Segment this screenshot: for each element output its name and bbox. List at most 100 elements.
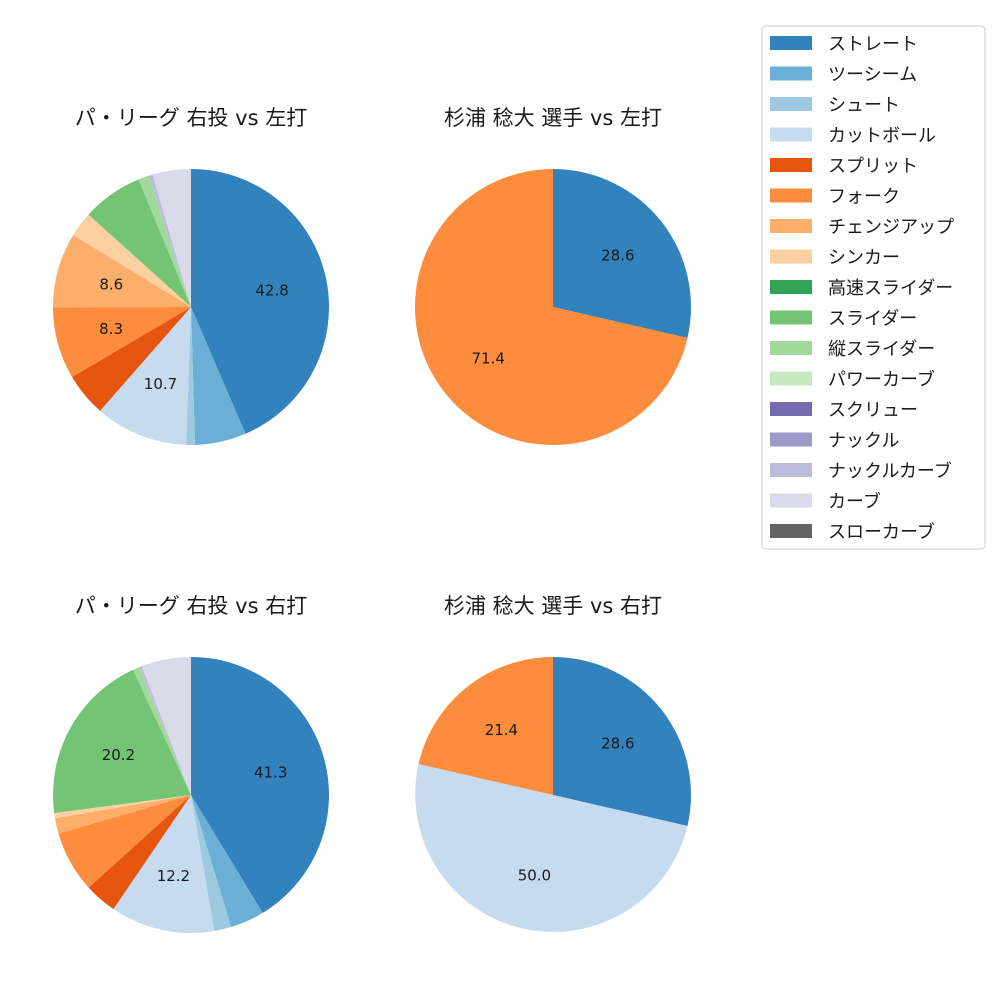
legend-entry: スローカーブ [770,521,935,543]
legend-swatch [770,310,812,325]
pie-title: 杉浦 稔大 選手 vs 左打 [444,106,662,130]
legend-label: ナックルカーブ [828,460,952,482]
pie-slice [113,795,215,934]
pie-slice [415,764,688,932]
slice-label: 10.7 [144,375,177,393]
slice-label: 20.2 [102,746,135,764]
legend-entry: シンカー [770,248,900,269]
slice-label: 50.0 [518,867,551,885]
legend-label: 縦スライダー [828,339,935,360]
legend-swatch [770,341,812,355]
slice-label: 8.6 [99,276,123,294]
legend-swatch [770,66,812,81]
legend: ストレートツーシームシュートカットボールスプリットフォークチェンジアップシンカー… [761,25,986,550]
legend-label: ナックル [828,431,899,452]
pie-slice [72,307,191,411]
pie-slice [138,175,191,307]
pie-title: パ・リーグ 右投 vs 右打 [75,594,307,618]
pie-slice [191,795,263,928]
legend-swatch [770,463,812,477]
slice-label: 41.3 [254,764,287,782]
slice-label: 28.6 [601,246,634,264]
pie-chart-2: 杉浦 稔大 選手 vs 左打 28.6 71.4 [414,106,691,445]
slice-label: 42.8 [255,281,288,299]
pie-slice [58,795,192,888]
legend-label: カーブ [828,491,881,513]
legend-swatch [770,97,812,111]
legend-label: ツーシーム [828,65,917,86]
slice-label: 8.3 [99,320,123,338]
pie-title: パ・リーグ 右投 vs 左打 [75,106,307,130]
legend-entry: パワーカーブ [770,369,935,391]
pie-slice [54,795,192,819]
pie-slice [152,169,191,307]
legend-label: カットボール [828,126,936,147]
pie-slice [88,795,191,910]
legend-entry: スプリット [770,156,918,177]
legend-entry: スライダー [770,309,917,330]
legend-swatch [770,371,812,386]
legend-entry: ナックル [770,431,899,452]
legend-label: スローカーブ [828,521,935,543]
legend-entry: シュート [770,95,900,116]
legend-entry: ナックルカーブ [770,460,952,482]
pie-slice [141,657,191,795]
legend-swatch [770,36,812,50]
slice-label: 21.4 [485,721,518,739]
pie-slice [139,666,191,795]
slice-label: 28.6 [601,734,634,752]
legend-label: スライダー [828,309,917,330]
pie-slice [88,179,191,307]
pie-chart-4: 杉浦 稔大 選手 vs 右打 28.6 50.0 21.4 [415,594,691,932]
pie-chart-1: パ・リーグ 右投 vs 左打 42.8 10.7 8.3 8.6 [52,106,330,445]
legend-label: シュート [828,95,900,116]
pie-slice [553,169,691,338]
legend-label: パワーカーブ [828,369,935,391]
legend-entry: スクリュー [770,400,918,421]
legend-label: チェンジアップ [828,217,954,238]
pie-slice [148,174,191,307]
pie-slice [191,307,246,445]
legend-swatch [770,280,812,294]
pie-slice [100,307,191,445]
pie-slice [53,307,191,378]
legend-swatch [770,158,812,172]
legend-label: フォーク [828,187,900,208]
slice-label: 12.2 [157,867,190,885]
legend-swatch [770,432,812,447]
pie-slice [418,657,553,795]
legend-entry: ストレート [770,34,918,55]
pie-slice [414,169,688,445]
legend-entry: カーブ [770,491,881,513]
legend-entry: フォーク [770,187,900,208]
pie-slice [73,214,191,307]
legend-entry: カットボール [770,126,936,147]
legend-swatch [770,127,812,142]
legend-entry: ツーシーム [770,65,917,86]
pie-chart-3: パ・リーグ 右投 vs 右打 41.3 12.2 20.2 [53,594,329,934]
legend-swatch [770,219,812,233]
legend-swatch [770,524,812,538]
legend-swatch [770,493,812,508]
slice-label: 71.4 [471,350,504,368]
pie-slice [191,168,330,434]
legend-entry: 高速スライダー [770,278,953,299]
pie-title: 杉浦 稔大 選手 vs 右打 [444,594,662,618]
legend-label: ストレート [828,34,918,55]
legend-frame [761,25,986,550]
pie-slice [553,657,691,826]
legend-label: スクリュー [828,400,918,421]
legend-label: スプリット [828,156,918,177]
legend-swatch [770,249,812,264]
pie-slice [191,657,329,913]
legend-swatch [770,188,812,203]
pie-slice [54,795,192,834]
legend-label: シンカー [828,248,900,269]
pie-slice [191,795,232,932]
legend-entry: 縦スライダー [770,339,935,360]
legend-entry: チェンジアップ [770,217,954,238]
pie-slice [133,667,191,795]
pie-slice [53,669,191,814]
pie-slice [52,235,192,308]
